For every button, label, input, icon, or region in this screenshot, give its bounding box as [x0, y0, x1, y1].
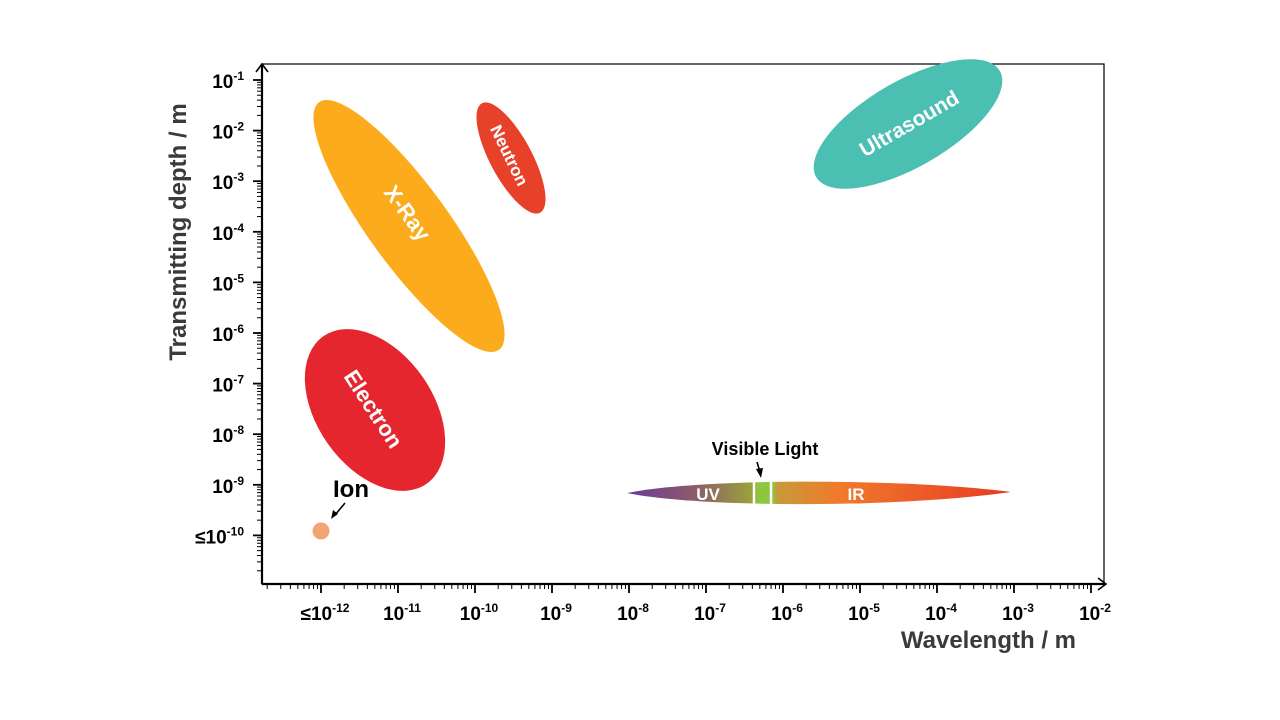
y-tick-label: 10-3: [212, 170, 244, 194]
x-tick-label: 10-4: [925, 601, 957, 625]
x-tick-label: 10-7: [694, 601, 726, 625]
y-tick-label: 10-4: [212, 221, 244, 245]
visible-arrowhead: [756, 468, 763, 478]
y-tick-label: 10-9: [212, 474, 244, 498]
region-ion: Ion: [312, 476, 369, 540]
y-tick-label: 10-5: [212, 271, 244, 295]
visible-light-label: Visible Light: [712, 439, 819, 459]
ion-dot: [312, 522, 330, 540]
axis-ticks: [253, 79, 1092, 593]
region-ultrasound: Ultrasound: [813, 59, 1003, 189]
x-tick-label: 10-6: [771, 601, 803, 625]
y-axis-arrow: [255, 62, 269, 73]
x-tick-label: 10-10: [460, 601, 499, 625]
y-tick-label: 10-7: [212, 373, 244, 397]
x-tick-label: 10-9: [540, 601, 572, 625]
region-neutron: Neutron: [476, 102, 546, 214]
y-tick-label: ≤10-10: [195, 524, 244, 548]
region-xray: X-Ray: [313, 100, 505, 352]
x-tick-labels: ≤10-12 10-11 10-10 10-9 10-8 10-7 10-6 10-5 10-4…: [301, 601, 1112, 625]
x-axis-title: Wavelength / m: [901, 627, 1076, 654]
neutron-ellipse: [476, 102, 546, 214]
x-axis-arrow: [1097, 577, 1108, 591]
x-tick-label: ≤10-12: [301, 601, 350, 625]
x-tick-label: 10-8: [617, 601, 649, 625]
xray-ellipse: [313, 100, 505, 352]
x-tick-label: 10-11: [383, 601, 421, 625]
y-tick-label: 10-1: [212, 69, 244, 93]
ir-label: IR: [848, 485, 865, 504]
y-tick-label: 10-2: [212, 120, 244, 144]
ion-arrowhead: [331, 510, 338, 519]
ion-label: Ion: [333, 476, 369, 503]
uv-label: UV: [696, 485, 720, 504]
x-tick-label: 10-2: [1079, 601, 1111, 625]
ultrasound-ellipse: [813, 59, 1003, 189]
region-optical: UV IR Visible Light: [627, 439, 1011, 507]
y-tick-labels: 10-1 10-2 10-3 10-4 10-5 10-6 10-7 10-8 10-9 ≤10-…: [195, 69, 244, 548]
electron-ellipse: [304, 329, 446, 491]
y-axis-title: Transmitting depth / m: [165, 103, 192, 360]
y-tick-label: 10-8: [212, 423, 244, 447]
x-tick-label: 10-3: [1002, 601, 1034, 625]
y-tick-label: 10-6: [212, 322, 244, 346]
spectrum-band: [627, 481, 1011, 505]
region-electron: Electron: [304, 329, 446, 491]
x-tick-label: 10-5: [848, 601, 880, 625]
